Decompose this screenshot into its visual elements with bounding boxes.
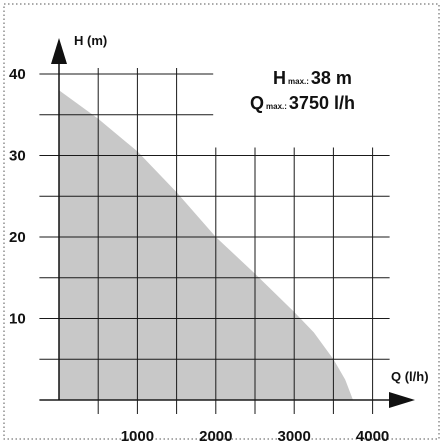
- y-tick-label: 30: [9, 148, 26, 165]
- x-tick-label: 3000: [278, 428, 311, 443]
- x-axis-title: Q (l/h): [391, 369, 429, 384]
- y-axis-arrow: [51, 38, 67, 64]
- x-tick-label: 1000: [121, 428, 154, 443]
- hmax-value: 38 m: [311, 68, 352, 88]
- x-axis-arrow: [389, 392, 415, 408]
- x-tick-label: 2000: [199, 428, 232, 443]
- grid-lines: [39, 68, 390, 414]
- y-tick-label: 20: [9, 229, 26, 246]
- tick-labels: 1000 2000 3000 4000 10 20 30 40: [9, 66, 389, 443]
- performance-curve-area: [59, 90, 353, 401]
- y-tick-label: 40: [9, 66, 26, 83]
- qmax-prefix: Q: [250, 93, 264, 113]
- hmax-prefix: H: [273, 68, 286, 88]
- dotted-frame: [3, 3, 440, 440]
- hmax-subscript: max.:: [288, 77, 309, 86]
- x-tick-label: 4000: [356, 428, 389, 443]
- y-axis-title: H (m): [74, 33, 107, 48]
- y-tick-label: 10: [9, 311, 26, 328]
- qmax-subscript: max.:: [266, 102, 287, 111]
- qmax-value: 3750 l/h: [289, 93, 355, 113]
